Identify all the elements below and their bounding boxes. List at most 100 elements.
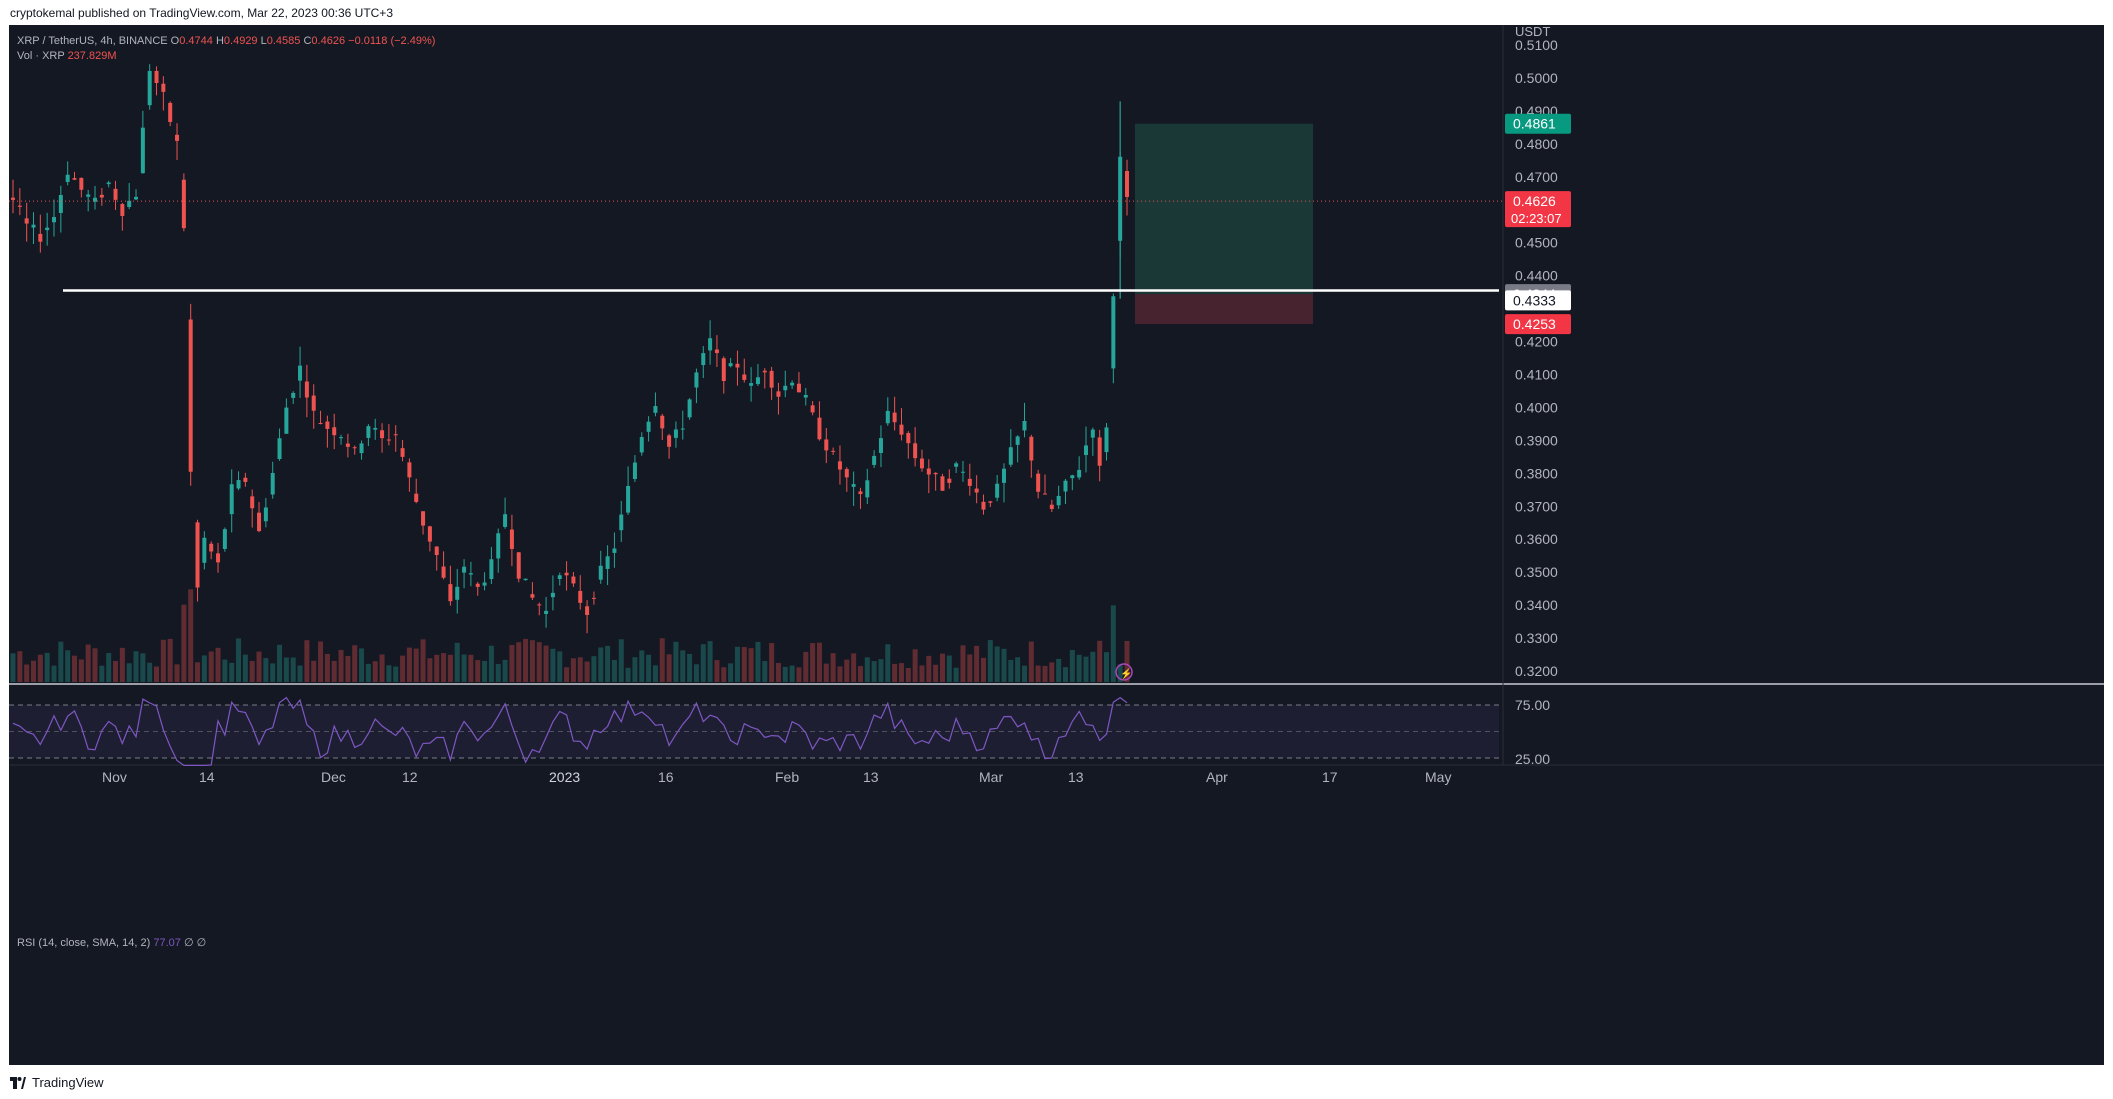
volume-bar bbox=[229, 662, 235, 682]
candle-body bbox=[619, 514, 624, 531]
target-zone bbox=[1135, 123, 1313, 295]
candle-body bbox=[769, 370, 774, 388]
volume-bar bbox=[277, 644, 283, 682]
volume-bar bbox=[133, 651, 139, 682]
candle-body bbox=[58, 194, 63, 214]
line-price-tag-bg bbox=[1505, 290, 1571, 311]
candle-body bbox=[735, 363, 740, 368]
volume-bar bbox=[748, 648, 754, 682]
candle-body bbox=[728, 363, 733, 367]
volume-bar bbox=[406, 647, 412, 682]
time-tick-label: Apr bbox=[1206, 769, 1228, 785]
volume-bar bbox=[919, 665, 925, 682]
volume-bar bbox=[980, 657, 986, 682]
candle-body bbox=[106, 182, 111, 185]
volume-bar bbox=[1042, 665, 1048, 682]
volume-bar bbox=[912, 649, 918, 682]
candle-body bbox=[257, 512, 262, 532]
volume-bar bbox=[550, 648, 556, 682]
volume-bar bbox=[728, 663, 734, 682]
volume-bar bbox=[769, 643, 775, 682]
volume-bar bbox=[994, 646, 1000, 682]
volume-bar bbox=[516, 642, 522, 682]
candle-body bbox=[427, 526, 432, 542]
candle-body bbox=[803, 394, 808, 398]
volume-bar bbox=[352, 645, 358, 682]
volume-bar bbox=[967, 654, 973, 682]
volume-bar bbox=[78, 659, 84, 682]
volume-bar bbox=[201, 655, 207, 682]
candle-body bbox=[298, 365, 303, 381]
volume-bar bbox=[427, 658, 433, 682]
volume-bar bbox=[393, 666, 399, 682]
candle-body bbox=[24, 218, 29, 224]
candle-body bbox=[52, 217, 57, 223]
candle-body bbox=[749, 383, 754, 386]
price-tick-label: 0.4000 bbox=[1515, 399, 1558, 415]
candle-body bbox=[38, 233, 43, 242]
volume-bar bbox=[693, 664, 699, 682]
volume-bar bbox=[611, 659, 617, 682]
volume-bar bbox=[475, 660, 481, 682]
volume-bar bbox=[31, 660, 37, 682]
candle-body bbox=[373, 427, 378, 430]
volume-bar bbox=[557, 651, 563, 682]
price-tick-label: 0.5000 bbox=[1515, 70, 1558, 86]
candle-body bbox=[1070, 475, 1075, 479]
price-tick-label: 0.3300 bbox=[1515, 630, 1558, 646]
volume-bar bbox=[762, 661, 768, 682]
candle-body bbox=[1042, 493, 1047, 495]
stop-price-tag-bg bbox=[1505, 314, 1571, 335]
price-tick-label: 0.5100 bbox=[1515, 37, 1558, 53]
volume-bar bbox=[99, 665, 105, 682]
volume-bar bbox=[536, 642, 542, 682]
volume-bar bbox=[1090, 651, 1096, 682]
volume-bar bbox=[236, 638, 242, 682]
candle-body bbox=[352, 447, 357, 449]
volume-bar bbox=[570, 658, 576, 682]
volume-bar bbox=[905, 667, 911, 682]
candle-body bbox=[509, 529, 514, 549]
candle-body bbox=[899, 424, 904, 435]
symbol-legend: XRP / TetherUS, 4h, BINANCE O0.4744 H0.4… bbox=[17, 35, 435, 47]
price-tick-label: 0.4200 bbox=[1515, 334, 1558, 350]
price-chart[interactable]: USDT 0.5100 0.5000 0.4900 0.4800 0.4700 0.4500… bbox=[9, 25, 2104, 1065]
candle-body bbox=[660, 415, 665, 429]
volume-bar bbox=[495, 664, 501, 682]
candle-body bbox=[1104, 427, 1109, 453]
candle-body bbox=[291, 392, 296, 398]
volume-value: 237.829M bbox=[67, 50, 117, 62]
volume-bar bbox=[857, 666, 863, 682]
candle-body bbox=[380, 430, 385, 439]
volume-bar bbox=[652, 665, 658, 682]
volume-bar bbox=[58, 641, 64, 682]
volume-bar bbox=[24, 664, 30, 682]
candle-body bbox=[673, 429, 678, 438]
volume-bar bbox=[755, 641, 761, 682]
stop-price-tag: 0.4253 bbox=[1513, 316, 1556, 332]
candle-body bbox=[844, 469, 849, 478]
volume-bar bbox=[700, 644, 706, 682]
candle-body bbox=[31, 224, 36, 228]
rsi-value: 77.07 bbox=[153, 937, 181, 949]
candle-body bbox=[967, 478, 972, 486]
candle-body bbox=[216, 553, 221, 563]
volume-bar bbox=[345, 655, 351, 682]
volume-bar bbox=[188, 589, 194, 682]
time-tick-label: May bbox=[1425, 769, 1451, 785]
change-value: −0.0118 (−2.49%) bbox=[348, 35, 436, 47]
candle-body bbox=[339, 437, 344, 439]
volume-bar bbox=[372, 661, 378, 682]
candle-body bbox=[441, 566, 446, 578]
volume-bar bbox=[605, 645, 611, 682]
volume-bar bbox=[946, 655, 952, 682]
volume-bar bbox=[680, 650, 686, 682]
chart-canvas[interactable]: USDT0.51000.50000.49000.48000.47000.4500… bbox=[9, 25, 2104, 1065]
price-tick-label: 0.3500 bbox=[1515, 564, 1558, 580]
volume-bar bbox=[543, 645, 549, 682]
candle-body bbox=[222, 529, 227, 549]
candle-body bbox=[311, 395, 316, 411]
volume-bar bbox=[1117, 664, 1123, 682]
candle-body bbox=[831, 450, 836, 452]
volume-bar bbox=[359, 648, 365, 682]
